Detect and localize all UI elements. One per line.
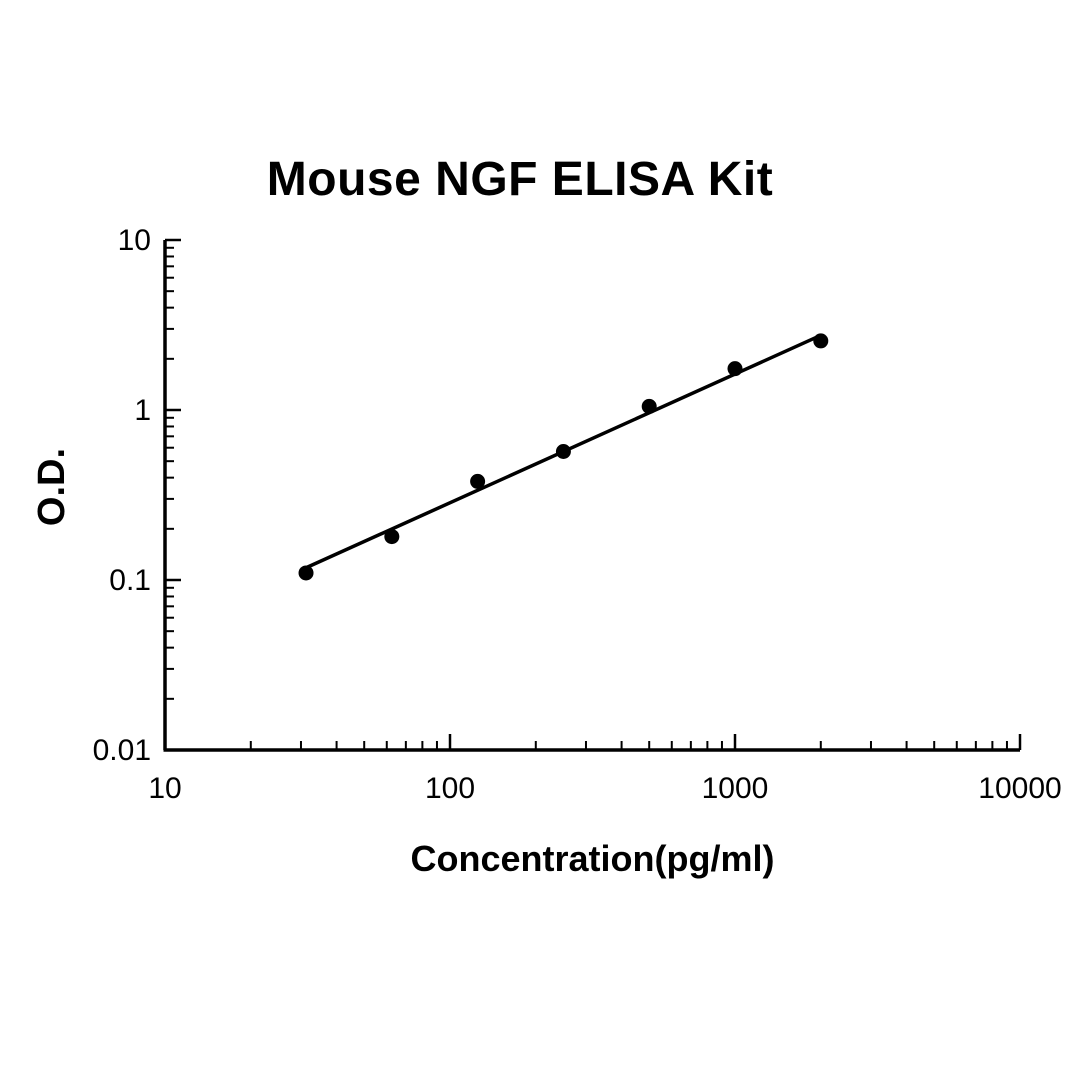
x-tick-label: 10: [148, 772, 181, 805]
data-point-marker: [813, 333, 829, 349]
x-tick-label: 1000: [702, 772, 769, 805]
y-tick-label: 0.1: [109, 564, 151, 597]
data-point-marker: [470, 473, 486, 489]
data-point-marker: [298, 565, 314, 581]
y-tick-label: 0.01: [93, 734, 151, 767]
x-axis-label: Concentration(pg/ml): [410, 838, 775, 879]
y-tick-label: 1: [134, 394, 151, 427]
data-point-marker: [384, 529, 400, 545]
y-tick-label: 10: [118, 224, 151, 257]
data-point-marker: [555, 444, 571, 460]
data-point-marker: [641, 398, 657, 414]
x-tick-label: 10000: [978, 772, 1061, 805]
data-point-marker: [727, 361, 743, 377]
chart-title: Mouse NGF ELISA Kit: [266, 153, 774, 206]
x-tick-label: 100: [425, 772, 475, 805]
